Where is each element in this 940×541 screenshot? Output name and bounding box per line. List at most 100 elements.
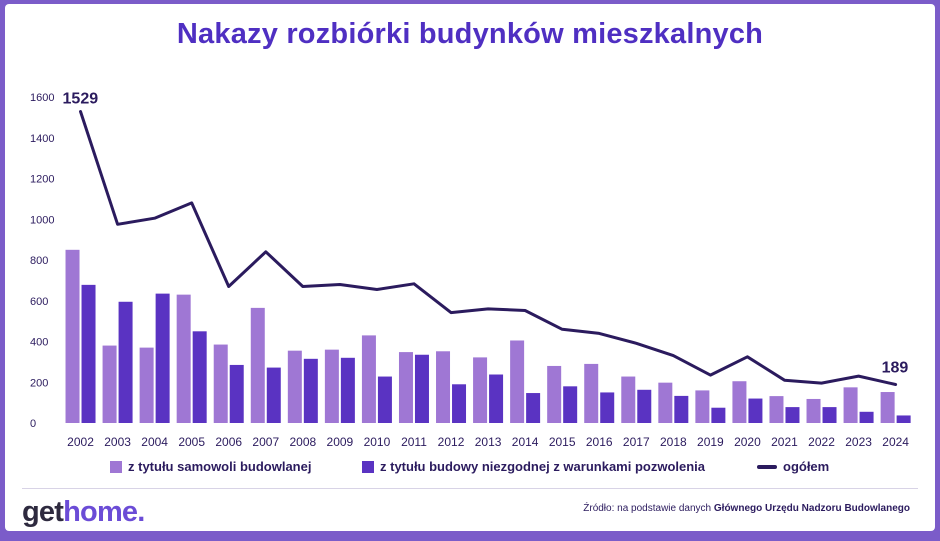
- chart-title: Nakazy rozbiórki budynków mieszkalnych: [176, 18, 764, 50]
- bar-samowola: [732, 381, 747, 423]
- legend-item-niezgodna: z tytułu budowy niezgodnej z warunkami p…: [362, 459, 705, 474]
- bar-samowola: [287, 350, 302, 423]
- x-tick-label: 2021: [771, 435, 798, 449]
- legend-label-niezgodna: z tytułu budowy niezgodnej z warunkami p…: [380, 459, 706, 474]
- x-tick-label: 2014: [512, 435, 539, 449]
- y-tick-label: 600: [30, 296, 48, 308]
- bar-niezgodna: [674, 395, 689, 423]
- chart-card: [5, 4, 935, 531]
- x-tick-label: 2004: [141, 435, 168, 449]
- footer-divider: [22, 488, 918, 489]
- x-tick-label: 2006: [215, 435, 242, 449]
- bar-samowola: [436, 351, 451, 423]
- bar-niezgodna: [118, 301, 133, 423]
- bar-niezgodna: [340, 357, 355, 423]
- bar-niezgodna: [563, 386, 578, 423]
- bar-niezgodna: [155, 293, 170, 423]
- y-tick-label: 1200: [30, 174, 54, 186]
- bar-niezgodna: [526, 393, 541, 423]
- x-tick-label: 2002: [67, 435, 94, 449]
- bar-samowola: [695, 390, 710, 423]
- bar-niezgodna: [896, 415, 911, 423]
- x-tick-label: 2015: [549, 435, 576, 449]
- bar-samowola: [510, 340, 525, 423]
- logo-part-home: home.: [63, 496, 145, 528]
- x-tick-label: 2008: [289, 435, 316, 449]
- legend: z tytułu samowoli budowlanej z tytułu bu…: [0, 459, 940, 479]
- bar-samowola: [361, 335, 376, 423]
- legend-label-ogolem: ogółem: [783, 459, 830, 474]
- y-tick-label: 1600: [30, 92, 54, 104]
- bar-niezgodna: [489, 374, 504, 423]
- bar-samowola: [176, 294, 191, 423]
- x-tick-label: 2023: [845, 435, 872, 449]
- bar-samowola: [806, 398, 821, 423]
- bar-samowola: [473, 357, 488, 423]
- y-tick-label: 0: [30, 418, 36, 430]
- legend-swatch-niezgodna: [362, 460, 374, 473]
- bar-samowola: [324, 349, 339, 423]
- bar-niezgodna: [748, 398, 763, 423]
- line-ogolem: [79, 110, 898, 386]
- y-tick-label: 400: [30, 337, 48, 349]
- bar-samowola: [621, 376, 636, 423]
- x-tick-label: 2013: [475, 435, 502, 449]
- bar-niezgodna: [81, 284, 96, 423]
- x-tick-label: 2020: [734, 435, 761, 449]
- source-institution: Głównego Urzędu Nadzoru Budowlanego: [713, 503, 910, 514]
- bar-samowola: [769, 396, 784, 423]
- y-tick-label: 1000: [30, 214, 54, 226]
- x-tick-label: 2003: [104, 435, 131, 449]
- bar-niezgodna: [711, 407, 726, 423]
- x-tick-label: 2007: [252, 435, 279, 449]
- bar-samowola: [880, 392, 895, 423]
- bar-samowola: [65, 249, 80, 423]
- x-tick-label: 2017: [623, 435, 650, 449]
- legend-swatch-samowola: [110, 460, 122, 473]
- bar-samowola: [250, 307, 265, 423]
- bar-niezgodna: [822, 407, 837, 423]
- bar-samowola: [547, 365, 562, 423]
- bar-niezgodna: [859, 411, 874, 423]
- x-tick-label: 2009: [327, 435, 354, 449]
- bar-samowola: [843, 387, 858, 423]
- x-tick-label: 2018: [660, 435, 687, 449]
- bar-samowola: [102, 345, 117, 423]
- bar-samowola: [398, 352, 413, 423]
- bar-niezgodna: [600, 392, 615, 423]
- x-tick-label: 2022: [808, 435, 835, 449]
- y-tick-label: 200: [30, 377, 48, 389]
- x-tick-label: 2011: [401, 435, 427, 449]
- bar-samowola: [139, 347, 154, 423]
- bar-niezgodna: [266, 367, 281, 423]
- bar-niezgodna: [785, 407, 800, 423]
- legend-item-ogolem: ogółem: [757, 459, 829, 474]
- bar-niezgodna: [192, 331, 207, 423]
- bar-niezgodna: [377, 376, 392, 423]
- bar-niezgodna: [414, 354, 429, 423]
- legend-label-samowola: z tytułu samowoli budowlanej: [128, 459, 312, 474]
- logo-part-get: get: [22, 496, 64, 528]
- source-note: Źródło: na podstawie danych Głównego Urz…: [583, 503, 910, 514]
- y-tick-label: 1400: [30, 133, 54, 145]
- bar-niezgodna: [452, 384, 467, 423]
- bar-niezgodna: [229, 364, 244, 423]
- x-tick-label: 2024: [882, 435, 909, 449]
- x-tick-label: 2010: [364, 435, 391, 449]
- legend-item-samowola: z tytułu samowoli budowlanej: [110, 459, 311, 474]
- x-tick-label: 2016: [586, 435, 613, 449]
- bar-niezgodna: [303, 358, 318, 423]
- y-tick-label: 800: [30, 255, 48, 267]
- x-tick-label: 2019: [697, 435, 724, 449]
- legend-line-ogolem: [757, 464, 777, 469]
- bar-samowola: [584, 363, 599, 423]
- x-tick-label: 2005: [178, 435, 205, 449]
- x-tick-label: 2012: [438, 435, 465, 449]
- data-label-ogolem: 189: [882, 359, 909, 376]
- bar-samowola: [658, 382, 673, 423]
- source-prefix: Źródło: na podstawie danych: [583, 503, 714, 514]
- bar-niezgodna: [637, 389, 652, 423]
- bar-samowola: [213, 344, 228, 423]
- data-label-ogolem: 1529: [63, 90, 99, 107]
